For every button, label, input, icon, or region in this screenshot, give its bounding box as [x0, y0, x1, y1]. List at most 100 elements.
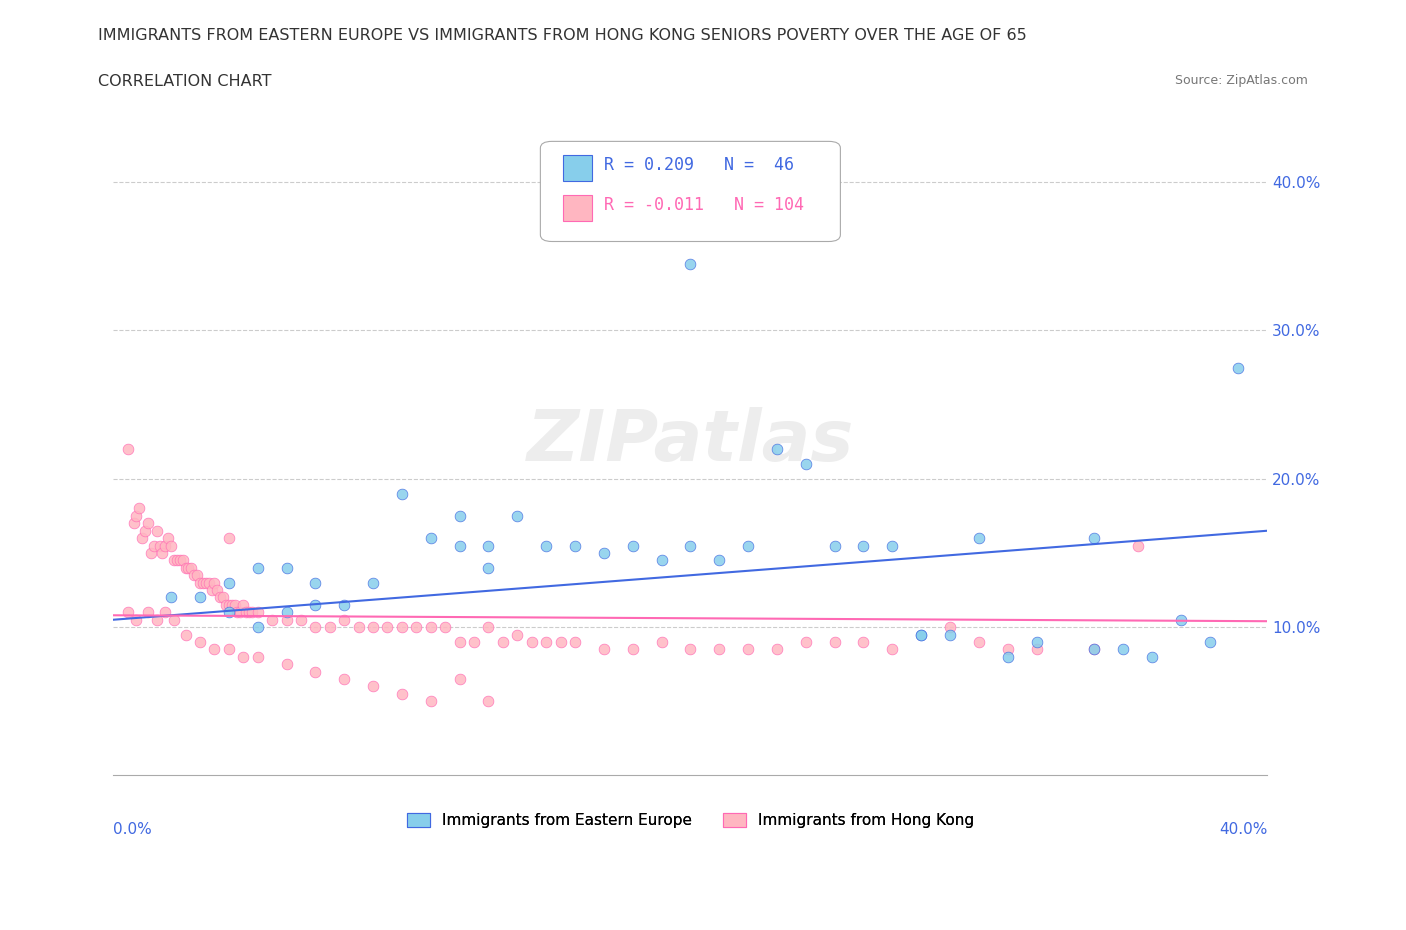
Point [824, 538, 846, 553]
Point [304, 576, 326, 591]
Point [157, 531, 180, 546]
Point [679, 538, 702, 553]
Point [304, 664, 326, 679]
Point [766, 442, 789, 457]
Point [347, 619, 370, 634]
FancyBboxPatch shape [564, 154, 592, 181]
Point [361, 619, 384, 634]
Point [419, 531, 441, 546]
Point [506, 509, 529, 524]
Point [1083, 531, 1105, 546]
Point [155, 604, 177, 619]
Point [477, 538, 499, 553]
Point [651, 634, 673, 649]
Text: R = 0.209   N =  46: R = 0.209 N = 46 [603, 155, 794, 174]
Point [232, 597, 254, 612]
Point [304, 619, 326, 634]
Point [449, 509, 471, 524]
Point [419, 694, 441, 709]
Point [506, 627, 529, 642]
Point [377, 619, 399, 634]
Point [177, 561, 200, 576]
Text: 0.0%: 0.0% [114, 822, 152, 837]
Point [197, 576, 219, 591]
Point [361, 576, 384, 591]
Point [139, 546, 162, 561]
Point [621, 538, 644, 553]
Point [180, 561, 202, 576]
Point [240, 604, 263, 619]
Point [564, 538, 586, 553]
Point [246, 561, 269, 576]
Point [117, 442, 139, 457]
Point [276, 657, 298, 671]
Point [218, 597, 240, 612]
Point [564, 634, 586, 649]
Point [172, 553, 194, 568]
Point [1140, 649, 1163, 664]
Point [134, 524, 156, 538]
Point [737, 642, 759, 657]
Point [852, 538, 875, 553]
Point [333, 612, 356, 627]
Point [232, 649, 254, 664]
Point [262, 612, 284, 627]
Point [188, 590, 211, 604]
Point [709, 642, 731, 657]
Point [651, 553, 673, 568]
Point [449, 671, 471, 686]
Point [910, 627, 932, 642]
Point [534, 634, 557, 649]
Point [166, 553, 188, 568]
Point [276, 612, 298, 627]
Point [852, 634, 875, 649]
Text: IMMIGRANTS FROM EASTERN EUROPE VS IMMIGRANTS FROM HONG KONG SENIORS POVERTY OVER: IMMIGRANTS FROM EASTERN EUROPE VS IMMIGR… [98, 28, 1028, 43]
Text: R = -0.011   N = 104: R = -0.011 N = 104 [603, 196, 804, 214]
Point [169, 553, 191, 568]
Point [136, 516, 159, 531]
Point [226, 604, 249, 619]
Point [592, 642, 614, 657]
Point [939, 627, 962, 642]
Point [186, 568, 208, 583]
Point [882, 642, 904, 657]
Point [155, 538, 177, 553]
Point [621, 642, 644, 657]
Point [824, 634, 846, 649]
Point [160, 590, 183, 604]
Point [174, 627, 197, 642]
Point [737, 538, 759, 553]
Point [333, 597, 356, 612]
Point [152, 546, 174, 561]
Point [246, 619, 269, 634]
Point [163, 553, 186, 568]
Point [246, 649, 269, 664]
Point [246, 604, 269, 619]
Point [117, 604, 139, 619]
Point [218, 531, 240, 546]
Point [910, 627, 932, 642]
Point [163, 612, 186, 627]
Point [215, 597, 238, 612]
Point [967, 634, 990, 649]
Point [188, 576, 211, 591]
Point [319, 619, 342, 634]
Point [882, 538, 904, 553]
Point [391, 486, 413, 501]
Point [304, 597, 326, 612]
Point [1170, 612, 1192, 627]
Point [520, 634, 543, 649]
Point [191, 576, 214, 591]
Point [218, 604, 240, 619]
Point [160, 538, 183, 553]
Point [125, 509, 148, 524]
Point [550, 634, 572, 649]
Point [391, 619, 413, 634]
Point [136, 604, 159, 619]
Point [766, 642, 789, 657]
Text: Source: ZipAtlas.com: Source: ZipAtlas.com [1174, 74, 1308, 87]
Point [142, 538, 165, 553]
Point [200, 582, 222, 597]
Point [997, 649, 1019, 664]
Point [229, 604, 252, 619]
